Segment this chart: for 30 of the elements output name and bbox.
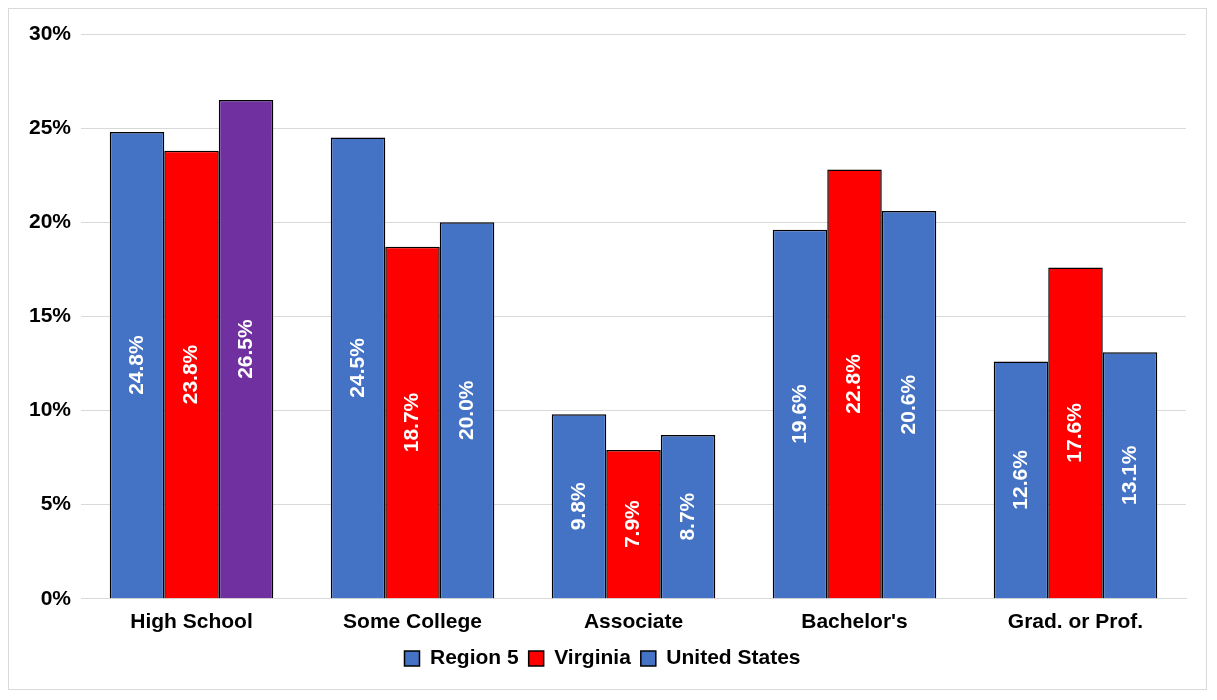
legend-label: United States <box>666 645 801 669</box>
data-label: 9.8% <box>565 482 589 531</box>
x-tick-label: Grad. or Prof. <box>1007 609 1144 633</box>
y-tick-label: 15% <box>29 303 72 327</box>
x-tick-label: Bachelor's <box>801 609 908 633</box>
data-label: 23.8% <box>178 344 202 405</box>
data-label: 22.8% <box>841 353 865 414</box>
data-label: 26.5% <box>232 319 256 379</box>
data-label: 24.8% <box>123 335 147 395</box>
y-tick-label: 0% <box>40 585 72 609</box>
y-tick-label: 20% <box>29 209 72 233</box>
data-label: 20.0% <box>453 380 477 441</box>
data-label: 18.7% <box>399 392 423 453</box>
data-label: 20.6% <box>895 374 919 435</box>
y-tick-label: 5% <box>40 491 72 515</box>
x-tick-label: High School <box>130 609 253 633</box>
y-tick-label: 25% <box>29 114 72 138</box>
data-label: 13.1% <box>1116 445 1140 506</box>
data-label: 12.6% <box>1007 449 1031 510</box>
x-tick-label: Associate <box>583 609 684 633</box>
data-label: 7.9% <box>620 499 644 549</box>
data-label: 19.6% <box>786 383 810 444</box>
data-label: 8.7% <box>674 492 698 541</box>
x-tick-label: Some College <box>343 609 482 633</box>
y-tick-label: 10% <box>29 397 72 421</box>
legend-label: Virginia <box>554 645 632 669</box>
data-label: 17.6% <box>1062 402 1086 463</box>
y-tick-label: 30% <box>29 20 72 44</box>
legend-label: Region 5 <box>430 645 519 669</box>
data-label: 24.5% <box>344 337 368 398</box>
